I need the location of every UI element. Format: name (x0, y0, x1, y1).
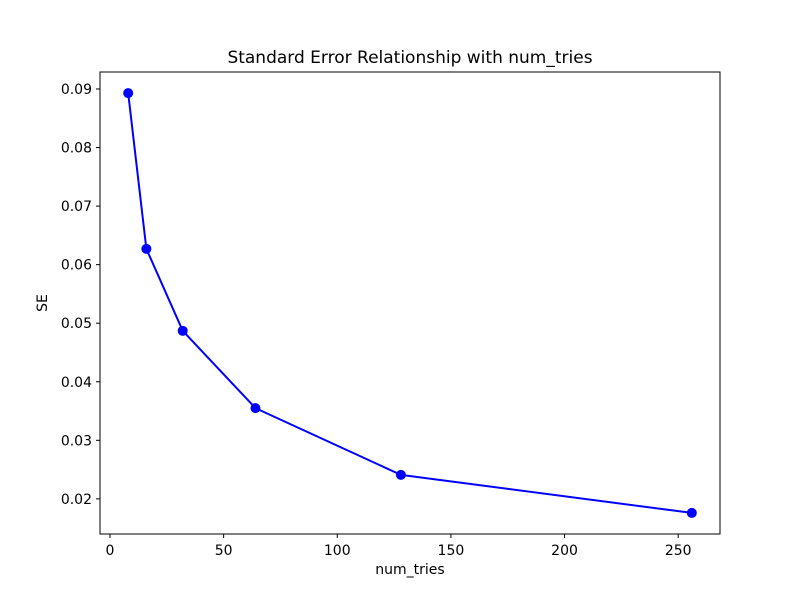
y-tick-label: 0.04 (61, 375, 92, 391)
y-tick-label: 0.05 (61, 316, 92, 332)
data-point-marker (686, 507, 697, 518)
data-point-marker (250, 403, 261, 414)
y-axis-ticks: 0.02 0.03 0.04 0.05 0.06 0.07 0.08 0.09 (61, 82, 100, 508)
data-point-marker (177, 325, 188, 336)
plot-area-border (99, 71, 721, 535)
y-tick-label: 0.06 (61, 258, 92, 274)
se-line (127, 92, 693, 514)
x-tick-label: 100 (324, 543, 351, 559)
y-tick-label: 0.02 (61, 492, 92, 508)
x-tick-label: 150 (438, 543, 465, 559)
y-tick-label: 0.07 (61, 199, 92, 215)
x-tick-label: 50 (215, 543, 233, 559)
x-tick-label: 250 (665, 543, 692, 559)
se-series (123, 88, 697, 518)
y-tick-label: 0.03 (61, 433, 92, 449)
data-point-marker (395, 469, 406, 480)
x-tick-label: 200 (551, 543, 578, 559)
y-axis-label: SE (35, 294, 51, 312)
y-tick-label: 0.08 (61, 141, 92, 157)
x-tick-label: 0 (106, 543, 115, 559)
data-point-marker (123, 88, 134, 99)
data-point-marker (141, 243, 152, 254)
x-axis-ticks: 0 50 100 150 200 250 (106, 534, 692, 559)
chart-title: Standard Error Relationship with num_tri… (227, 48, 592, 68)
x-axis-label: num_tries (375, 562, 444, 578)
y-tick-label: 0.09 (61, 82, 92, 98)
